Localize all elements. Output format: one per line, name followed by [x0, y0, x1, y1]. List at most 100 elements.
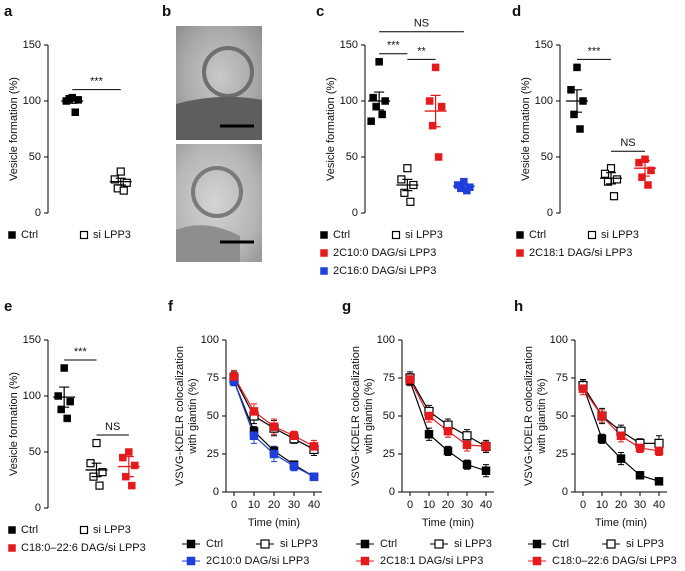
data-point: [597, 411, 607, 421]
data-point: [425, 97, 434, 105]
data-point: [66, 397, 74, 406]
legend-marker: [79, 230, 89, 240]
y-tick-label: 75: [207, 372, 219, 384]
data-point: [403, 164, 412, 173]
data-point: [481, 442, 491, 451]
legend-label: si LPP3: [405, 229, 443, 241]
y-axis-label: VSVG-KDELR colocalization: [350, 346, 362, 486]
legend-marker: [260, 539, 270, 549]
panel: a 0 50 100 150 Vesicle formation (%) Ctrl si LP…: [4, 3, 132, 241]
y-tick-label: 75: [383, 372, 395, 384]
legend-label: Ctrl: [21, 229, 38, 241]
y-tick-label: 0: [352, 207, 358, 219]
panel-label: e: [4, 298, 12, 315]
legend-marker: [320, 249, 328, 257]
data-point: [654, 446, 664, 456]
data-point: [60, 364, 68, 372]
legend-marker: [320, 231, 328, 239]
y-tick-label: 0: [213, 486, 219, 498]
y-tick-label: 50: [346, 151, 358, 163]
data-point: [125, 448, 133, 456]
x-tick-label: 40: [480, 499, 492, 511]
data-point: [269, 449, 279, 459]
y-axis-label: Vesicle formation (%): [325, 77, 337, 181]
data-point: [424, 411, 434, 421]
data-point: [289, 461, 299, 471]
data-point: [74, 96, 82, 104]
data-point: [63, 414, 71, 423]
y-axis-label: Vesicle formation (%): [520, 77, 532, 181]
data-point: [462, 431, 472, 441]
data-point: [95, 481, 104, 490]
data-point: [406, 197, 415, 206]
error-bar: [430, 94, 441, 128]
significance-label: ***: [588, 45, 602, 57]
error-bar: [115, 177, 126, 186]
data-point: [110, 175, 119, 184]
legend-label: C18:0–22:6 DAG/si LPP3: [552, 555, 677, 566]
legend-marker: [186, 556, 196, 566]
y-tick-label: 150: [23, 334, 41, 346]
legend-marker: [434, 539, 444, 549]
y-axis-label: Vesicle formation (%): [8, 372, 20, 476]
data-point: [573, 63, 581, 72]
legend-label: 2C10:0 DAG/si LPP3: [206, 555, 309, 566]
data-point: [462, 440, 472, 450]
panel-label: a: [4, 3, 13, 20]
significance-label: ***: [387, 40, 401, 52]
significance-label: NS: [414, 18, 429, 30]
legend-label: C18:0–22:6 DAG/si LPP3: [21, 542, 146, 554]
data-point: [578, 384, 588, 393]
y-tick-label: 150: [535, 39, 553, 51]
x-tick-label: 20: [615, 499, 627, 511]
error-bar: [572, 89, 582, 113]
legend-marker: [360, 539, 370, 549]
legend-marker: [320, 267, 328, 275]
y-tick-label: 100: [340, 95, 358, 107]
data-point: [54, 392, 62, 400]
y-tick-label: 0: [35, 502, 41, 514]
error-bar: [374, 91, 385, 111]
y-tick-label: 50: [29, 151, 41, 163]
data-point: [576, 125, 584, 133]
legend-marker: [391, 230, 401, 240]
panel-label: b: [162, 3, 171, 20]
data-point: [654, 477, 664, 486]
data-point: [635, 158, 643, 167]
y-tick-label: 50: [541, 151, 553, 163]
y-tick-label: 100: [377, 334, 395, 346]
legend-label: Ctrl: [552, 538, 569, 550]
significance-label: **: [417, 45, 426, 57]
x-axis-label: Time (min): [595, 517, 647, 529]
y-tick-label: 100: [23, 95, 41, 107]
membrane: [176, 96, 262, 140]
data-point: [481, 466, 491, 475]
data-point: [443, 446, 453, 456]
data-point: [612, 175, 622, 184]
x-tick-label: 20: [268, 499, 280, 511]
data-point: [249, 407, 259, 416]
y-tick-label: 150: [340, 39, 358, 51]
x-tick-label: 0: [580, 499, 586, 511]
data-point: [462, 460, 472, 469]
legend-label: 2C18:1 DAG/si LPP3: [529, 247, 632, 259]
legend-label: Ctrl: [333, 229, 350, 241]
y-tick-label: 50: [556, 410, 568, 422]
data-point: [644, 181, 652, 189]
error-bar: [458, 183, 469, 189]
data-point: [616, 431, 626, 441]
panel: e 0 50 100 150 Vesicle formation (%) Ctrl si LP…: [4, 298, 146, 554]
legend-marker: [8, 231, 16, 239]
y-axis-label: with giantin (%): [363, 378, 375, 454]
data-point: [609, 192, 619, 201]
legend-marker: [8, 526, 16, 534]
x-tick-label: 30: [634, 499, 646, 511]
data-point: [570, 110, 578, 119]
data-point: [119, 453, 127, 462]
y-tick-label: 0: [35, 207, 41, 219]
x-tick-label: 10: [423, 499, 435, 511]
data-point: [463, 186, 471, 195]
legend-label: si LPP3: [626, 538, 664, 550]
data-point: [378, 110, 386, 119]
